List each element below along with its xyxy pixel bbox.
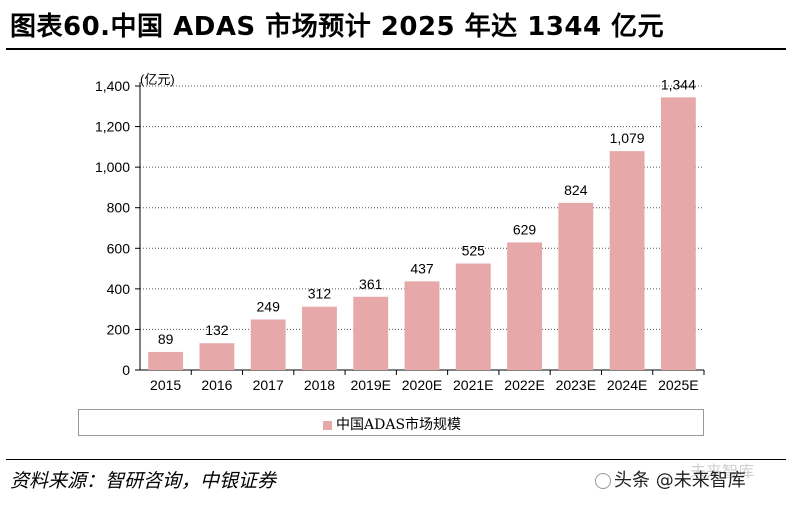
data-label: 1,344 <box>661 76 696 92</box>
legend: 中国ADAS市场规模 <box>78 409 704 436</box>
bar <box>302 306 337 370</box>
bar <box>148 351 184 370</box>
x-tick-label: 2021E <box>453 377 493 393</box>
bar <box>199 343 235 370</box>
bar-chart: 0 200 400 600 800 1,000 1,200 1,400 2015 2016 2017… <box>95 72 705 393</box>
watermark: 头条 @未来智库 <box>595 466 746 492</box>
x-tick-label: 2024E <box>607 377 647 393</box>
data-label: 361 <box>359 276 383 292</box>
x-tick-label: 2015 <box>150 377 181 393</box>
x-tick-label: 2016 <box>201 377 232 393</box>
bars <box>148 97 696 371</box>
watermark-text: 头条 @未来智库 <box>614 470 746 491</box>
x-tick-label: 2017 <box>253 377 284 393</box>
legend-item: 中国ADAS市场规模 <box>323 414 461 434</box>
x-tick-label: 2023E <box>556 377 596 393</box>
bar <box>353 296 389 370</box>
bar <box>507 242 542 370</box>
bar <box>404 281 440 370</box>
y-axis-unit-label: (亿元) <box>140 72 175 87</box>
data-label: 824 <box>564 182 588 198</box>
x-tick-label: 2019E <box>350 377 390 393</box>
x-tick-label: 2018 <box>304 377 335 393</box>
bar <box>609 151 645 370</box>
source-divider <box>6 459 786 460</box>
watermark-icon <box>595 473 611 489</box>
legend-label: 中国ADAS市场规模 <box>336 417 462 433</box>
y-tick-label: 400 <box>107 281 131 297</box>
data-label: 525 <box>462 243 486 259</box>
bar <box>455 263 491 370</box>
y-tick-label: 1,400 <box>95 78 130 94</box>
x-tick-label: 2020E <box>402 377 442 393</box>
axes: 0 200 400 600 800 1,000 1,200 1,400 2015 2016 2017… <box>95 78 705 393</box>
title-divider <box>6 48 786 50</box>
data-label: 89 <box>158 331 174 347</box>
y-tick-label: 0 <box>122 362 130 378</box>
data-label: 312 <box>308 286 332 302</box>
y-tick-label: 200 <box>107 321 131 337</box>
x-tick-label: 2022E <box>504 377 544 393</box>
x-tick-label: 2025E <box>658 377 698 393</box>
data-label: 1,079 <box>610 130 645 146</box>
data-label: 629 <box>513 221 537 237</box>
watermark-shadow: 未来智库 <box>690 462 755 481</box>
y-tick-label: 600 <box>107 240 131 256</box>
data-label: 437 <box>410 260 434 276</box>
y-tick-label: 800 <box>107 200 131 216</box>
data-label: 132 <box>205 322 229 338</box>
source-note: 资料来源：智研咨询，中银证券 <box>10 470 277 492</box>
legend-swatch <box>323 420 332 430</box>
bar <box>558 202 594 370</box>
data-label: 249 <box>257 298 281 314</box>
page-title: 图表60.中国 ADAS 市场预计 2025 年达 1344 亿元 <box>10 12 665 42</box>
bar <box>250 319 286 370</box>
bar <box>660 97 696 371</box>
y-tick-label: 1,200 <box>95 119 130 135</box>
data-labels: 89 132 249 312 361 437 525 629 824 1,079 1,344 <box>158 76 696 347</box>
y-tick-label: 1,000 <box>95 159 130 175</box>
